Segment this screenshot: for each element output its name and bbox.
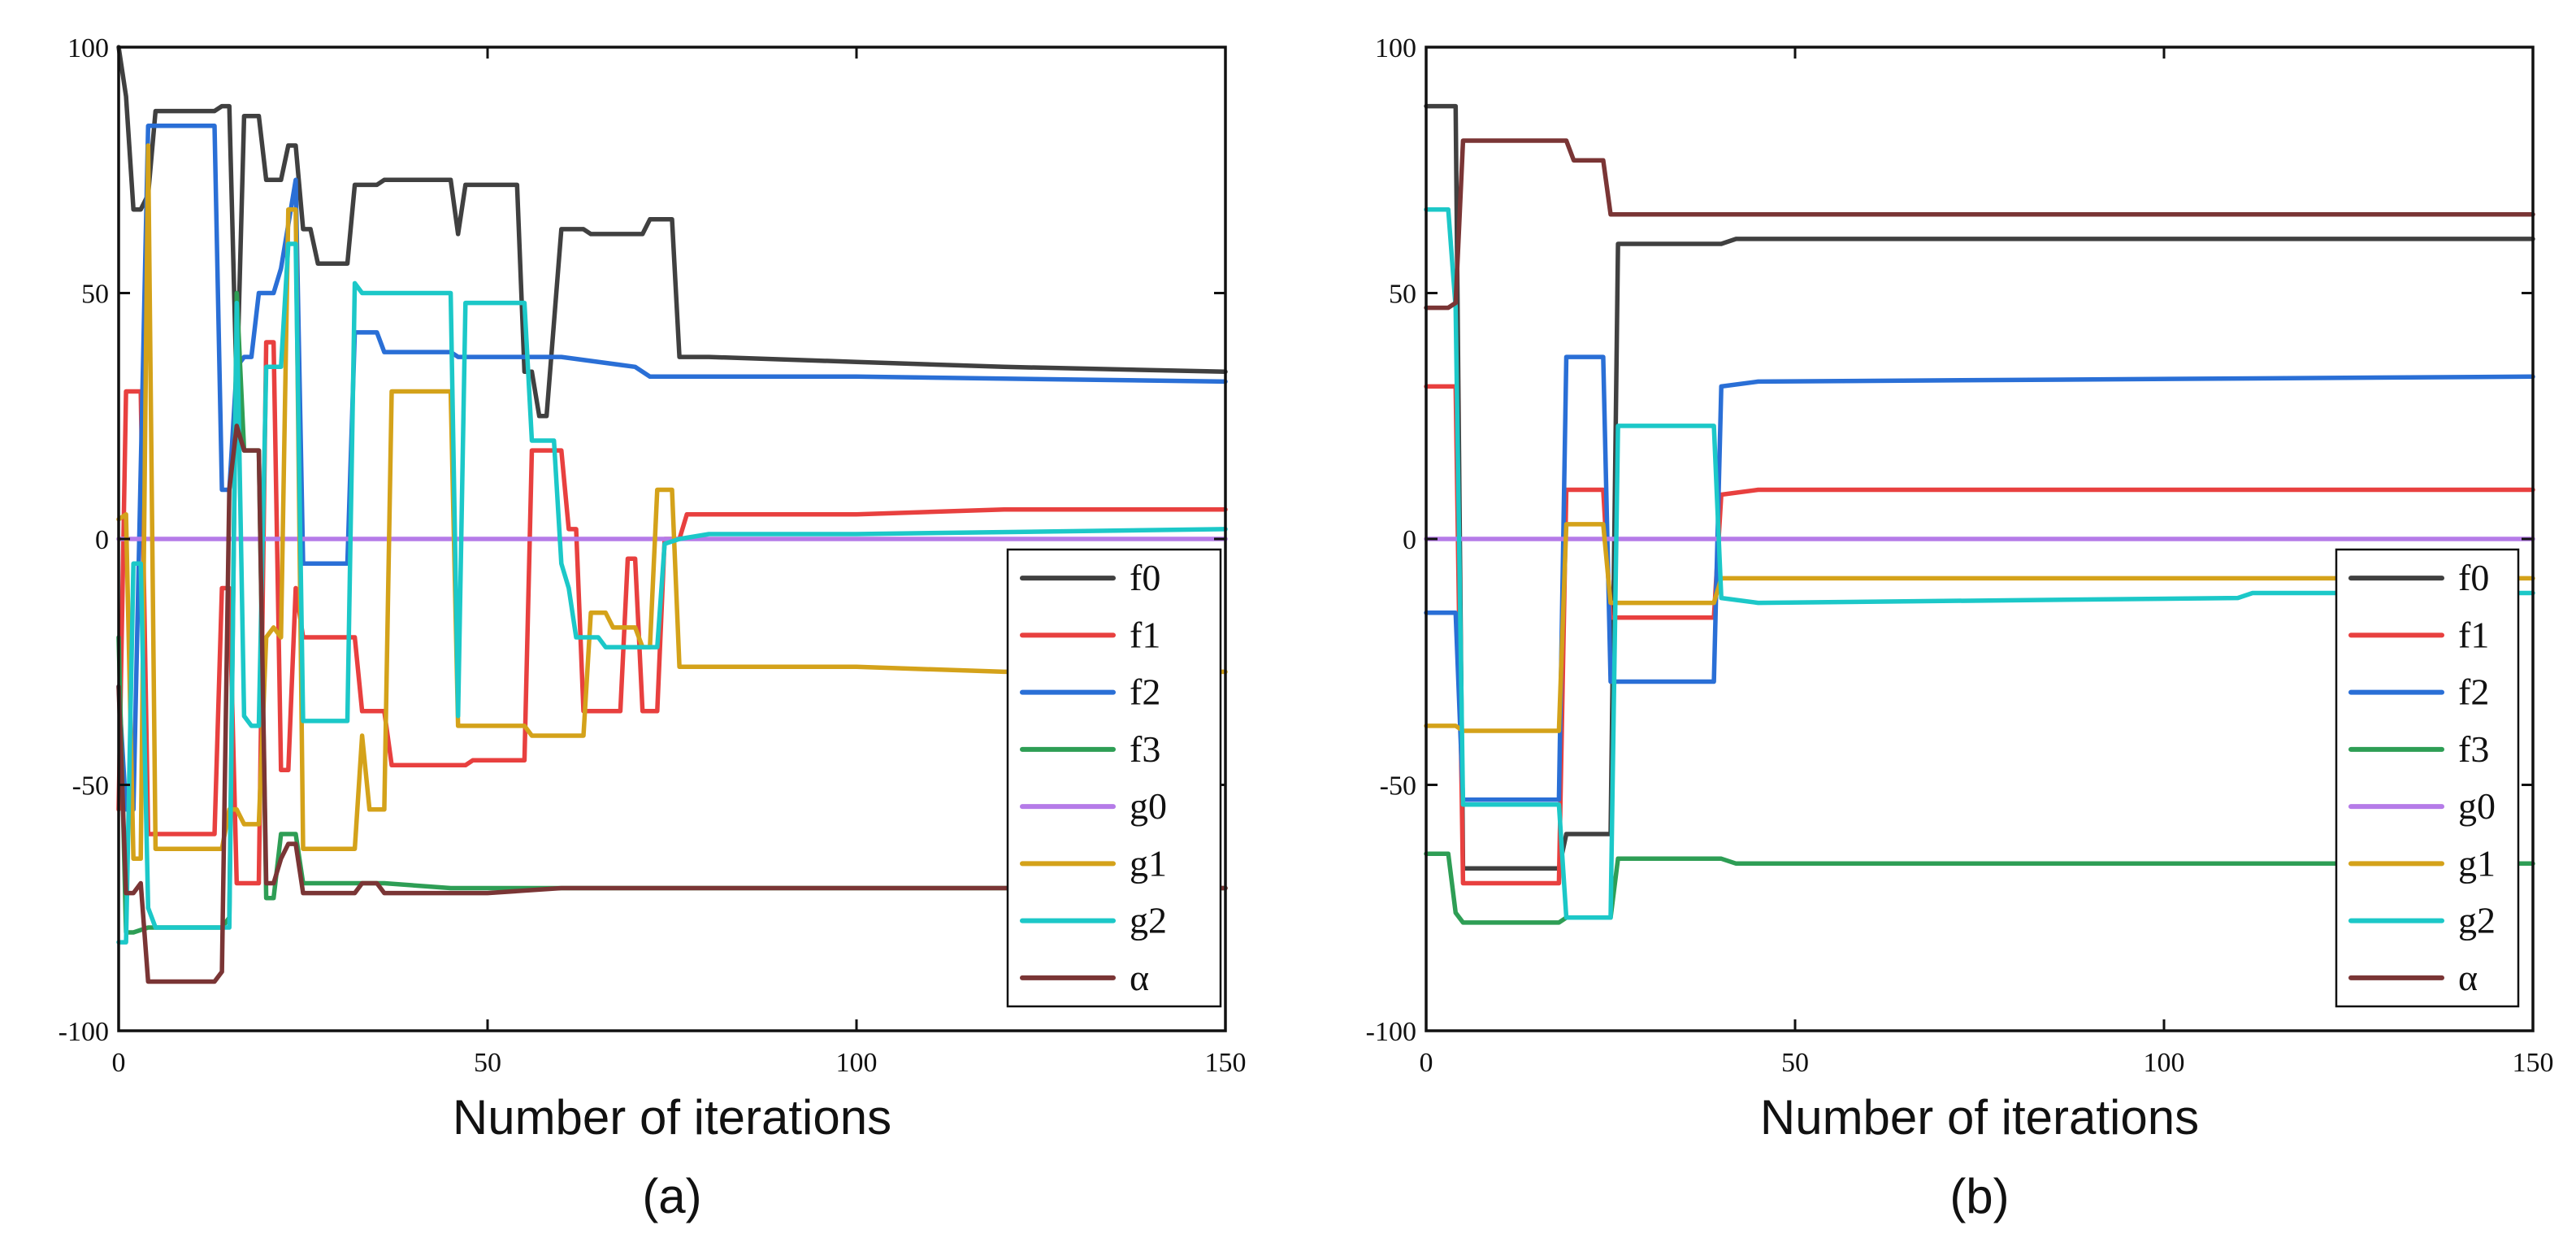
x-axis-label: Number of iterations — [1760, 1090, 2199, 1145]
series-line-g2 — [116, 241, 1228, 945]
x-tick-label: 0 — [112, 1048, 126, 1078]
legend-box — [1006, 548, 1222, 1008]
legend-label: f1 — [1130, 614, 1160, 655]
legend-label: g1 — [1130, 842, 1167, 884]
y-tick-label: -50 — [72, 771, 109, 802]
x-tick-label: 150 — [2513, 1048, 2554, 1078]
y-tick-label: 0 — [95, 525, 109, 555]
legend-box — [2335, 548, 2520, 1008]
legend-label: g2 — [1130, 900, 1167, 941]
legend-entry-f0: f0 — [1020, 557, 1160, 598]
panel-label: (b) — [1949, 1169, 2009, 1223]
legend-label: f0 — [1130, 557, 1160, 598]
legend-label: g0 — [1130, 785, 1167, 827]
legend-entry-f3: f3 — [1020, 728, 1160, 770]
legend-entry-g1: g1 — [1020, 842, 1167, 884]
series-line-α — [1424, 138, 2535, 311]
legend-entry-g0: g0 — [2348, 785, 2496, 827]
legend-label: f2 — [1130, 671, 1160, 713]
panel-label: (a) — [642, 1169, 701, 1223]
legend-entry-α: α — [1020, 957, 1149, 998]
y-tick-label: 100 — [1375, 33, 1416, 63]
legend-label: g2 — [2458, 900, 2496, 941]
legend-entry-f1: f1 — [2348, 614, 2489, 655]
legend-label: g0 — [2458, 785, 2496, 827]
legend-label: f0 — [2458, 557, 2489, 598]
legend-label: g1 — [2458, 842, 2496, 884]
legend-entry-α: α — [2348, 957, 2478, 998]
x-tick-label: 50 — [474, 1048, 501, 1078]
y-tick-label: -100 — [1366, 1017, 1416, 1047]
series-line-g1 — [1424, 522, 2535, 733]
legend-label: f2 — [2458, 671, 2489, 713]
legend-label: f3 — [2458, 728, 2489, 770]
x-tick-label: 0 — [1420, 1048, 1433, 1078]
series-line-α — [116, 424, 1228, 984]
legend-entry-f3: f3 — [2348, 728, 2489, 770]
legend-entry-g1: g1 — [2348, 842, 2496, 884]
legend-entry-g2: g2 — [1020, 900, 1167, 941]
x-tick-label: 50 — [1781, 1048, 1809, 1078]
x-tick-label: 150 — [1205, 1048, 1247, 1078]
x-tick-label: 100 — [2144, 1048, 2185, 1078]
series-lines-a — [116, 45, 1228, 984]
legend-label: α — [2458, 957, 2478, 998]
series-line-f0 — [116, 45, 1228, 419]
x-tick-label: 100 — [836, 1048, 878, 1078]
series-lines-b — [1424, 103, 2535, 925]
y-tick-label: 50 — [1389, 280, 1416, 310]
x-axis-label: Number of iterations — [453, 1090, 891, 1145]
legend-entry-f0: f0 — [2348, 557, 2489, 598]
legend-label: f3 — [1130, 728, 1160, 770]
y-tick-label: -50 — [1380, 771, 1416, 802]
legend-entry-f2: f2 — [1020, 671, 1160, 713]
legend-entry-g2: g2 — [2348, 900, 2496, 941]
series-line-g2 — [1424, 206, 2535, 920]
legend-entry-f2: f2 — [2348, 671, 2489, 713]
y-tick-label: 50 — [81, 280, 109, 310]
legend-entry-g0: g0 — [1020, 785, 1167, 827]
y-tick-label: 100 — [67, 33, 109, 63]
legend-label: α — [1130, 957, 1149, 998]
y-tick-label: 0 — [1403, 525, 1416, 555]
y-tick-label: -100 — [59, 1017, 109, 1047]
legend-label: f1 — [2458, 614, 2489, 655]
legend: f0 f1 f2 f3 g0 g1 g2 α — [1006, 548, 1222, 1008]
legend-entry-f1: f1 — [1020, 614, 1160, 655]
legend: f0 f1 f2 f3 g0 g1 g2 α — [2335, 548, 2520, 1008]
